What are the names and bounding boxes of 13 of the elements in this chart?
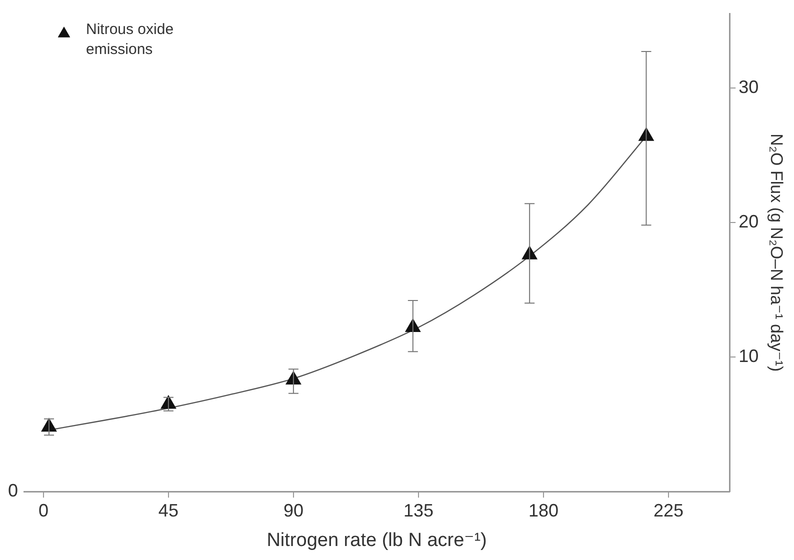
- y-tick-label: 30: [738, 76, 759, 97]
- x-tick-label: 0: [38, 500, 48, 520]
- x-tick-label: 45: [158, 500, 178, 520]
- y-axis-title: N₂O Flux (g N₂O–N ha⁻¹ day⁻¹): [767, 134, 786, 372]
- x-axis-title: Nitrogen rate (lb N acre⁻¹): [266, 530, 487, 551]
- legend-label: Nitrous oxide emissions: [86, 20, 174, 58]
- y-tick-label: 10: [738, 346, 759, 366]
- x-tick-label: 90: [283, 500, 304, 520]
- text: 0: [8, 480, 18, 501]
- x-tick-label: 225: [653, 500, 684, 520]
- y-tick-label: 20: [738, 211, 759, 232]
- x-tick-label: 135: [403, 500, 434, 520]
- x-tick-label: 180: [528, 500, 558, 520]
